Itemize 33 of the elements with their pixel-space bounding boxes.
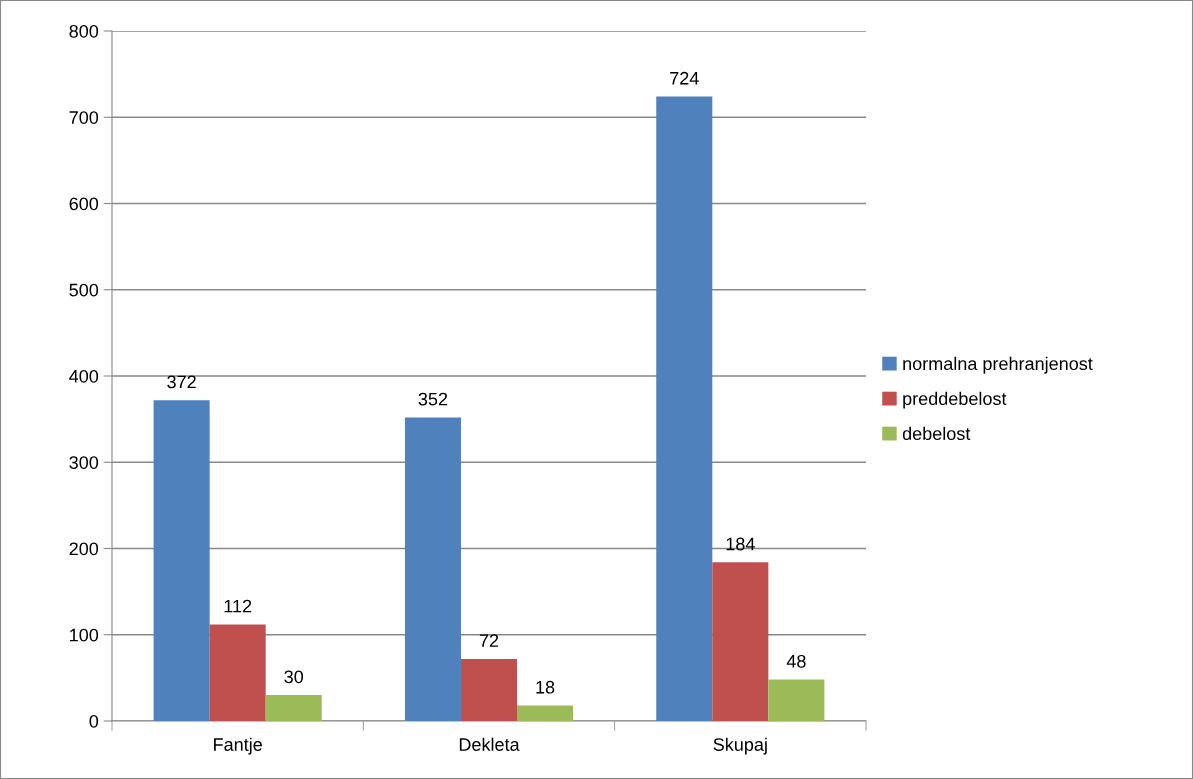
x-tick-label: Skupaj <box>713 737 767 755</box>
y-tick-label: 700 <box>69 111 99 124</box>
bar <box>404 417 461 721</box>
bar <box>517 705 574 721</box>
y-tick-label: 200 <box>69 542 99 556</box>
x-tick-label: Fantje <box>214 737 262 755</box>
legend-label: debelost <box>902 426 971 441</box>
bar <box>460 658 518 721</box>
legend-label: normalna prehranjenost <box>903 356 1093 374</box>
y-tick-label: 100 <box>70 628 99 642</box>
bar <box>768 679 825 721</box>
y-tick-label: 300 <box>69 456 99 469</box>
bar <box>153 400 210 721</box>
y-tick-label: 800 <box>69 24 99 38</box>
legend-label: preddebelost <box>903 391 1007 409</box>
data-label: 184 <box>726 537 755 551</box>
data-label: 30 <box>284 670 304 684</box>
bar <box>265 695 322 721</box>
bar <box>712 562 769 721</box>
data-label: 72 <box>479 634 499 647</box>
bar <box>209 624 266 721</box>
data-label: 352 <box>418 392 448 406</box>
data-label: 48 <box>786 654 806 668</box>
x-tick-label: Dekleta <box>459 737 520 751</box>
y-tick-label: 500 <box>69 283 99 297</box>
data-label: 112 <box>224 599 252 613</box>
data-label: 724 <box>670 71 699 85</box>
bar <box>656 96 713 721</box>
data-label: 372 <box>167 375 196 389</box>
y-tick-label: 0 <box>89 714 99 728</box>
y-tick-label: 600 <box>69 197 99 211</box>
data-label: 18 <box>536 680 555 694</box>
y-tick-label: 400 <box>69 369 99 383</box>
